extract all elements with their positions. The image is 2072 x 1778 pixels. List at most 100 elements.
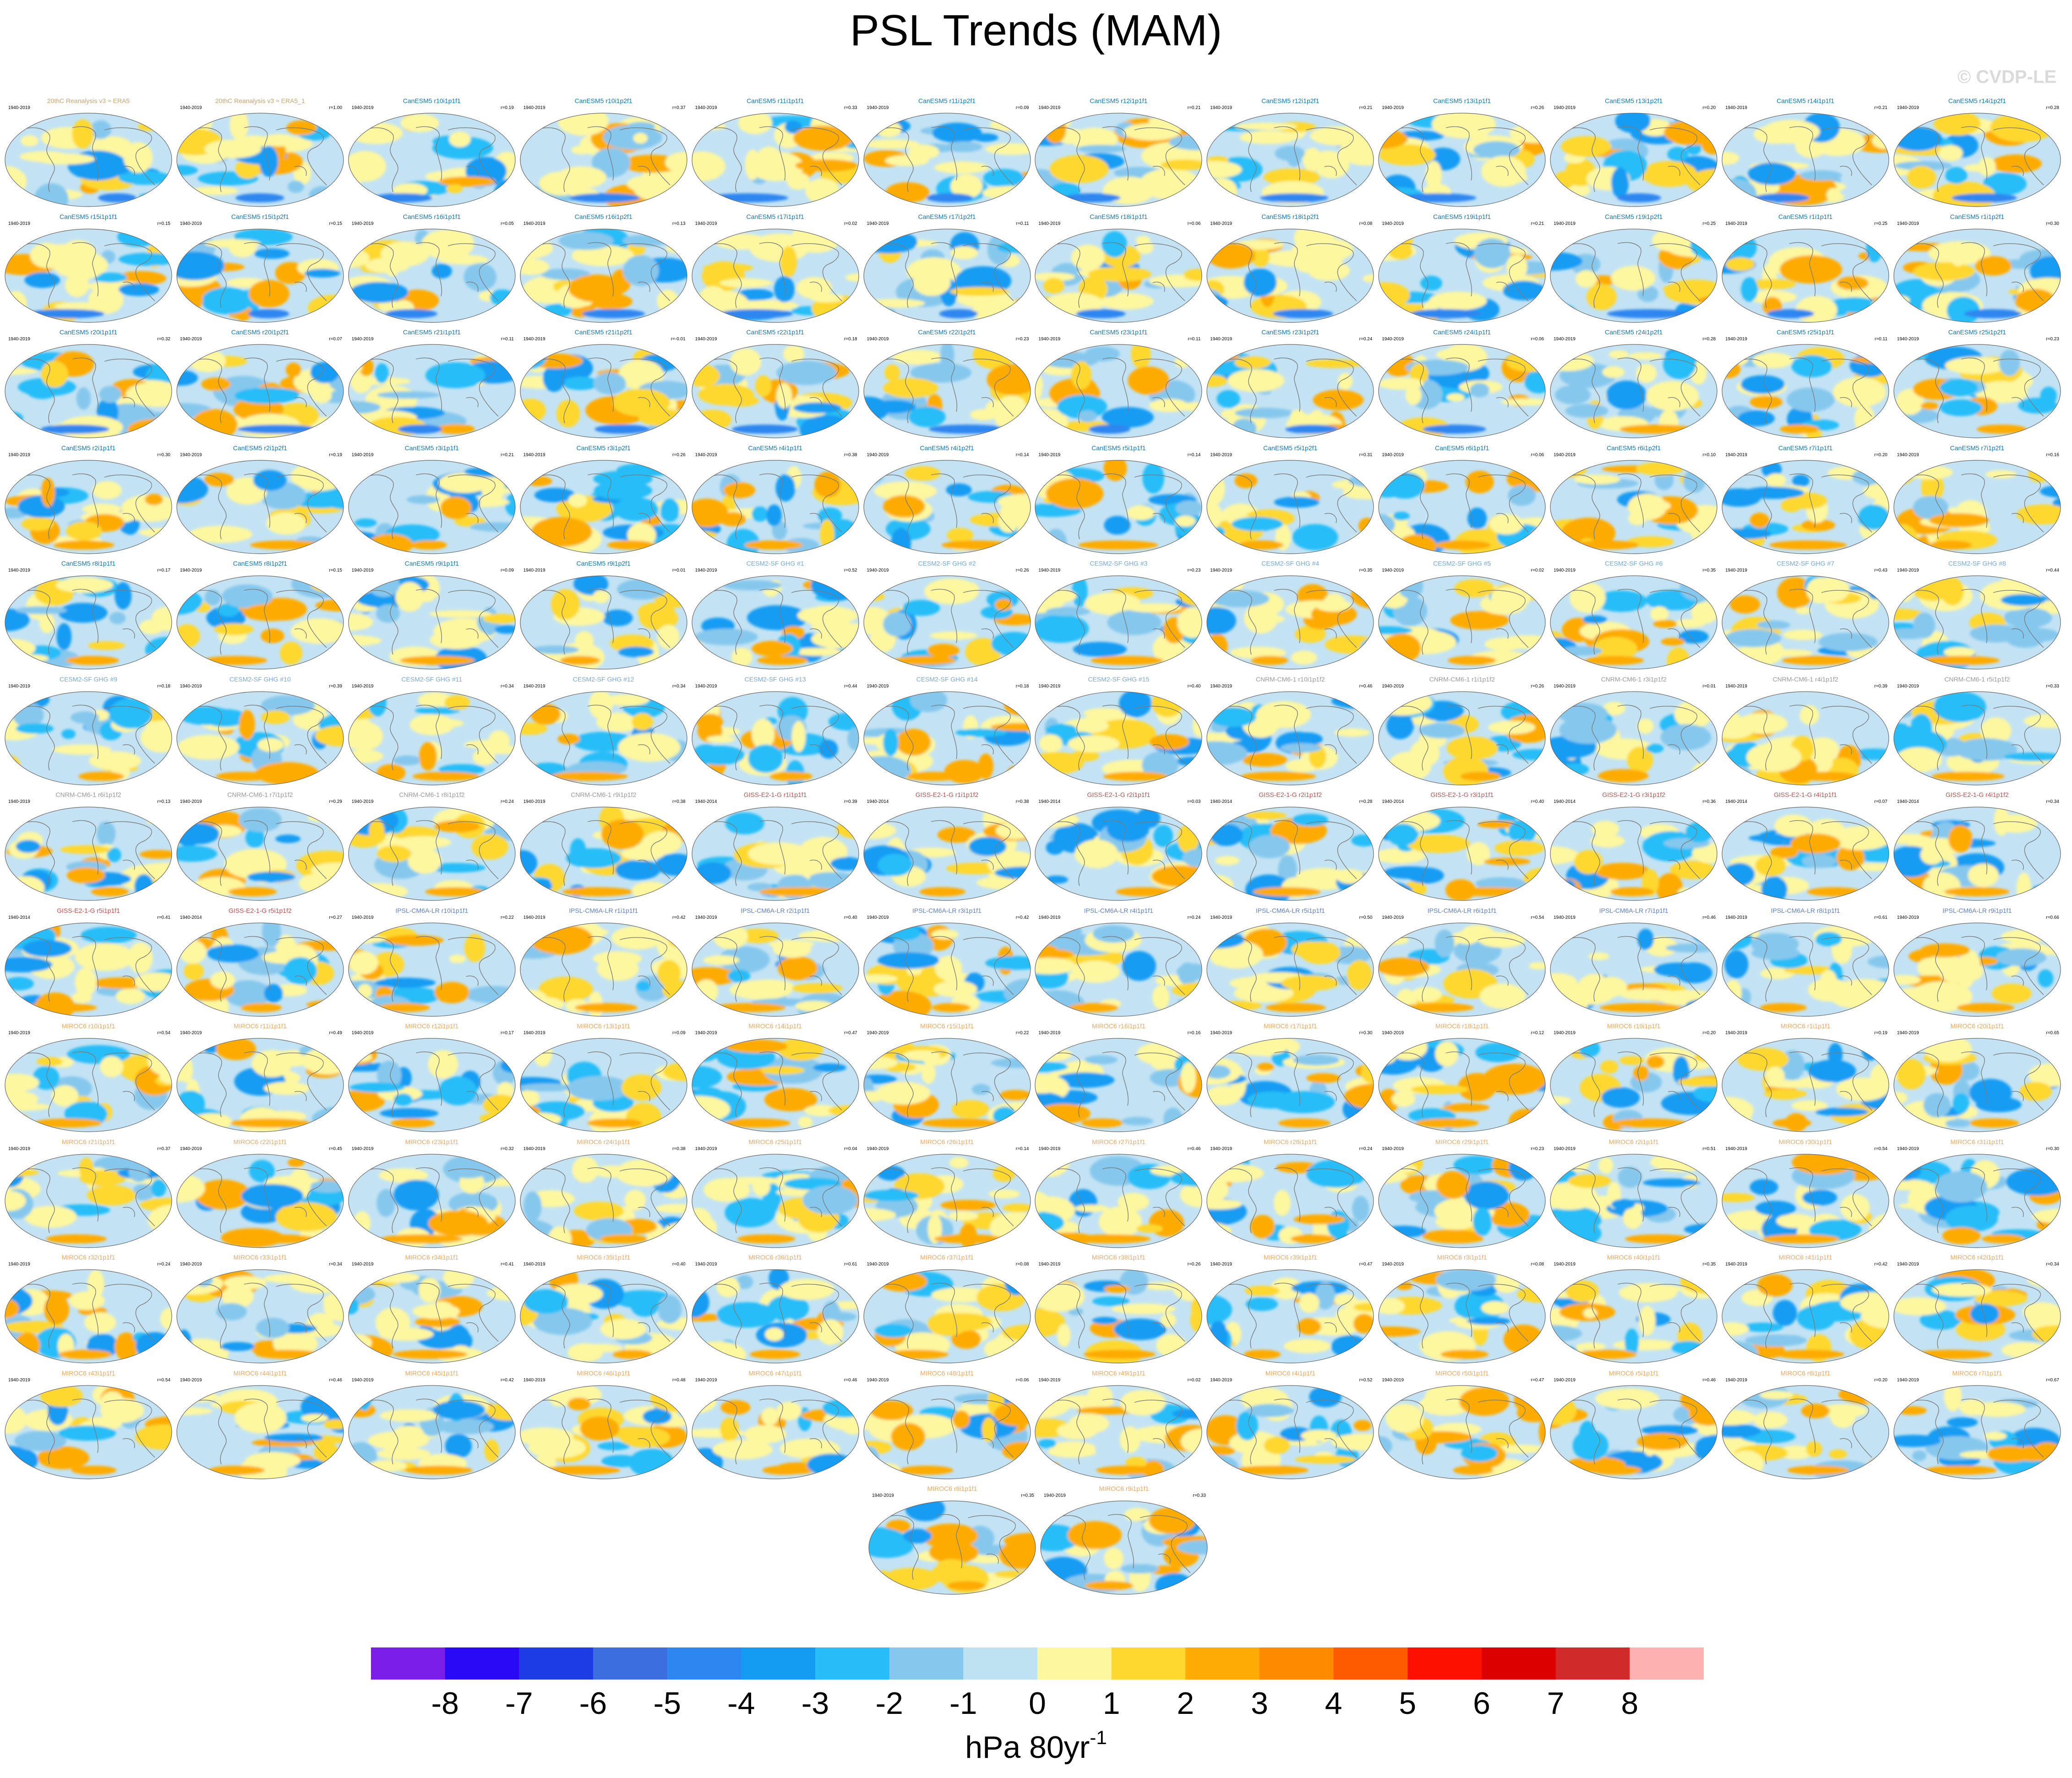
coastlines — [1223, 473, 1357, 539]
coastlines — [365, 1398, 499, 1464]
coastlines — [1739, 704, 1872, 770]
coastlines — [1395, 1167, 1529, 1233]
panel-years: 1940-2019 — [1210, 221, 1232, 226]
coastlines — [1567, 357, 1701, 424]
panel-correlation: r=0.04 — [844, 1146, 857, 1151]
panel-correlation: r=0.44 — [2046, 568, 2059, 573]
panel-correlation: r=0.21 — [1531, 221, 1544, 226]
panel-correlation: r=0.39 — [844, 799, 857, 804]
map-panel: MIROC6 r42i1p1f1 1940-2019 r=0.34 — [1892, 1254, 2062, 1366]
coastlines — [365, 820, 499, 886]
globe-map — [1722, 575, 1889, 670]
globe-map — [1035, 1038, 1202, 1132]
map-border — [1893, 1269, 2061, 1363]
globe-map — [1378, 1038, 1546, 1132]
map-border — [1206, 922, 1374, 1017]
panel-years: 1940-2019 — [1725, 915, 1747, 920]
map-border — [1722, 807, 1889, 901]
colorbar-swatch — [1260, 1647, 1334, 1680]
colorbar-tick-label: 0 — [1029, 1686, 1046, 1721]
coastlines — [1223, 1051, 1357, 1118]
panel-correlation: r=0.20 — [1874, 1377, 1887, 1383]
panel-years: 1940-2019 — [695, 1146, 717, 1151]
panel-years: 1940-2019 — [8, 1262, 30, 1267]
coastlines — [880, 704, 1014, 770]
coastlines — [22, 1398, 155, 1464]
map-border — [520, 459, 687, 554]
coastlines — [22, 473, 155, 539]
map-border — [5, 1269, 172, 1363]
map-panel: CanESM5 r19i1p1f1 1940-2019 r=0.21 — [1377, 213, 1547, 325]
panel-title: CanESM5 r15i1p1f1 — [59, 213, 118, 220]
globe-map — [1378, 807, 1546, 901]
panel-years: 1940-2019 — [1210, 568, 1232, 573]
globe-map — [1378, 1385, 1546, 1479]
map-border — [1722, 575, 1889, 670]
map-panel: IPSL-CM6A-LR r6i1p1f1 1940-2019 r=0.54 — [1377, 907, 1547, 1019]
coastlines — [1223, 126, 1357, 192]
map-panel: CanESM5 r10i1p2f1 1940-2019 r=0.37 — [519, 97, 688, 209]
panel-correlation: r=0.46 — [1702, 915, 1716, 920]
panel-title: MIROC6 r26i1p1f1 — [920, 1138, 974, 1145]
panel-title: CanESM5 r9i1p1f1 — [404, 560, 459, 567]
globe-map — [1035, 922, 1202, 1017]
panel-title: CESM2-SF GHG #10 — [229, 675, 291, 683]
map-panel: MIROC6 r5i1p1f1 1940-2019 r=0.46 — [1549, 1369, 1718, 1482]
coastlines — [1052, 1167, 1185, 1233]
coastlines — [709, 126, 842, 192]
coastlines — [1739, 1167, 1872, 1233]
panel-years: 1940-2019 — [695, 221, 717, 226]
panel-correlation: r=0.01 — [1702, 683, 1716, 689]
panel-title: MIROC6 r49i1p1f1 — [1092, 1369, 1145, 1377]
panel-correlation: r=0.32 — [501, 1146, 514, 1151]
coastlines — [880, 1398, 1014, 1464]
coastlines — [1739, 473, 1872, 539]
colorbar-tick-label: 7 — [1547, 1686, 1565, 1721]
map-border — [1893, 459, 2061, 554]
globe-map — [1035, 807, 1202, 901]
map-panel: CanESM5 r24i1p2f1 1940-2019 r=0.28 — [1549, 328, 1718, 441]
coastlines — [537, 1167, 671, 1233]
coastlines — [1395, 1282, 1529, 1349]
map-border — [348, 1385, 516, 1479]
panel-correlation: r=0.08 — [1015, 1262, 1029, 1267]
panel-title: MIROC6 r40i1p1f1 — [1607, 1254, 1661, 1261]
coastlines — [193, 126, 327, 192]
map-panel: CanESM5 r22i1p2f1 1940-2019 r=0.23 — [862, 328, 1032, 441]
panel-title: CNRM-CM6-1 r5i1p1f2 — [1944, 675, 2010, 683]
panel-years: 1940-2019 — [867, 221, 889, 226]
panel-years: 1940-2019 — [1554, 105, 1576, 110]
panel-title: CanESM5 r21i1p2f1 — [574, 328, 633, 336]
panel-years: 1940-2019 — [523, 452, 545, 458]
map-panel: CanESM5 r23i1p1f1 1940-2019 r=0.11 — [1034, 328, 1203, 441]
panel-correlation: r=0.30 — [157, 452, 170, 458]
map-panel: IPSL-CM6A-LR r1i1p1f1 1940-2019 r=0.42 — [519, 907, 688, 1019]
panel-correlation: r=0.35 — [1021, 1493, 1034, 1498]
coastlines — [1567, 1282, 1701, 1349]
panel-title: GISS-E2-1-G r4i1p1f1 — [1774, 791, 1837, 798]
panel-title: CNRM-CM6-1 r7i1p1f2 — [227, 791, 293, 798]
panel-title: CanESM5 r12i1p1f1 — [1090, 97, 1148, 104]
map-border — [520, 922, 687, 1017]
panel-correlation: r=0.14 — [1187, 452, 1201, 458]
map-panel: MIROC6 r14i1p1f1 1940-2019 r=0.47 — [691, 1022, 860, 1134]
panel-correlation: r=0.22 — [1015, 1031, 1029, 1036]
map-panel: MIROC6 r29i1p1f1 1940-2019 r=0.23 — [1377, 1138, 1547, 1250]
coastlines — [22, 357, 155, 424]
globe-map — [863, 575, 1031, 670]
panel-correlation: r=0.23 — [1531, 1146, 1544, 1151]
panel-correlation: r=0.16 — [2046, 452, 2059, 458]
panel-years: 1940-2019 — [1038, 221, 1061, 226]
coastlines — [365, 1167, 499, 1233]
globe-map — [1722, 459, 1889, 554]
map-border — [1722, 1385, 1889, 1479]
panel-years: 1940-2019 — [1382, 221, 1404, 226]
map-panel: CanESM5 r25i1p2f1 1940-2019 r=0.23 — [1892, 328, 2062, 441]
panel-correlation: r=0.65 — [2046, 1031, 2059, 1036]
map-border — [1722, 113, 1889, 207]
map-panel: MIROC6 r24i1p1f1 1940-2019 r=0.38 — [519, 1138, 688, 1250]
colorbar-tick-label: -5 — [653, 1686, 681, 1721]
panel-title: CNRM-CM6-1 r3i1p1f2 — [1601, 675, 1667, 683]
panel-title: MIROC6 r12i1p1f1 — [405, 1022, 459, 1030]
coastlines — [1223, 357, 1357, 424]
